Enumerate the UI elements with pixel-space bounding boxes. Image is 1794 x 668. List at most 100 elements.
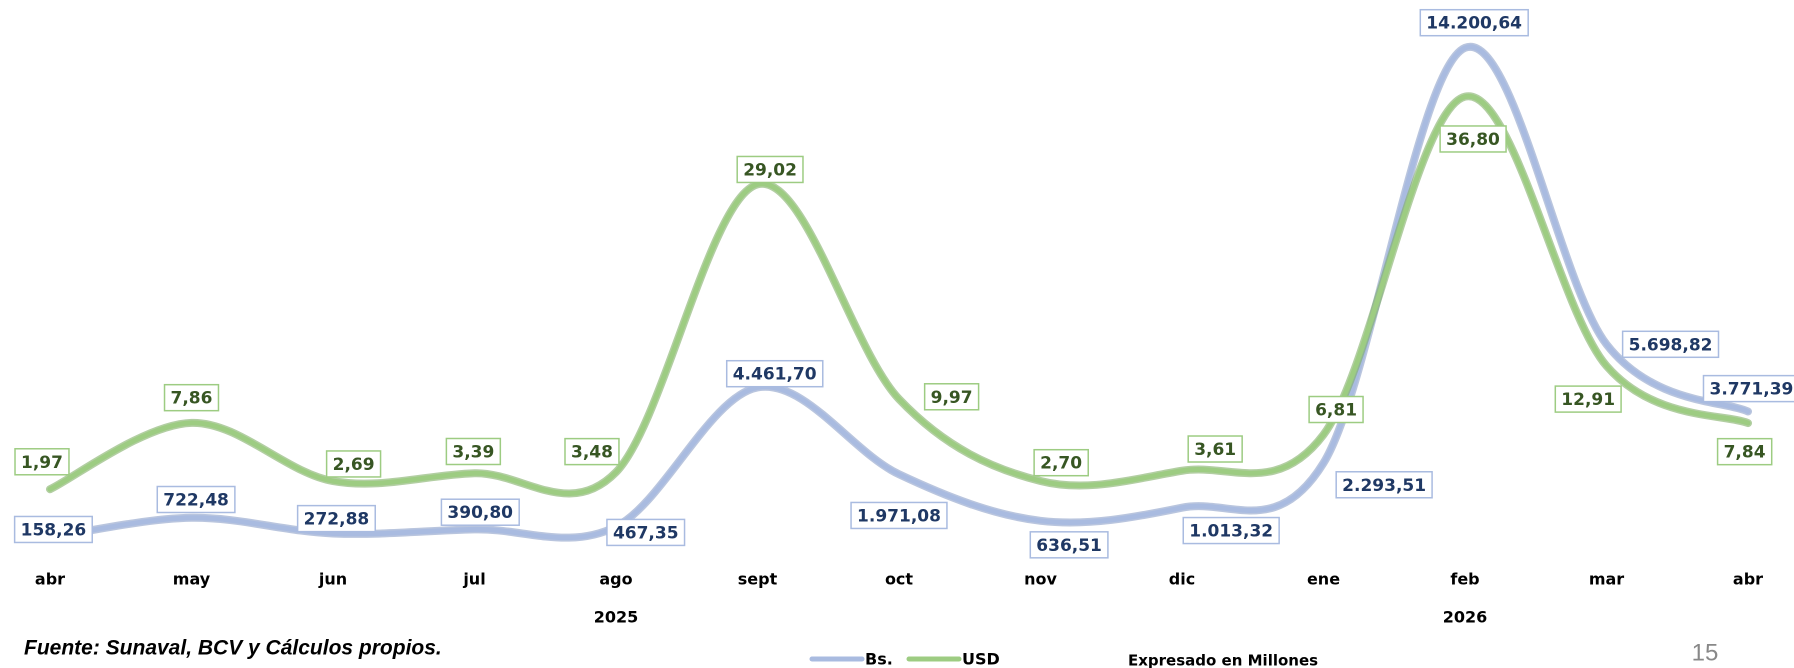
lines (46, 42, 1752, 542)
data-label-box (1621, 330, 1720, 359)
data-label-box (850, 501, 948, 530)
data-label-box (736, 155, 804, 184)
x-tick-label: jul (462, 570, 485, 589)
data-label-group: 2,70 (1033, 448, 1089, 477)
source: Fuente: Sunaval, BCV y Cálculos propios. (24, 637, 442, 660)
data-label-group: 3,39 (445, 437, 502, 466)
data-label-group: 29,02 (736, 155, 804, 184)
x-tick-label: may (173, 570, 211, 589)
x-tick-label: jun (318, 570, 347, 589)
data-label-group: 636,51 (1029, 531, 1109, 559)
data-label: 158,26 (21, 520, 87, 540)
data-label-group: 2,69 (325, 450, 382, 478)
year-label: 2025 (594, 608, 639, 627)
data-label-group: 1,97 (14, 448, 70, 476)
data-label-group: 158,26 (13, 515, 93, 544)
x-tick-label: feb (1450, 570, 1479, 589)
data-label-box (445, 437, 502, 466)
data-label-group: 4.461,70 (725, 359, 824, 388)
data-label: 722,48 (163, 491, 229, 511)
data-label-box (14, 448, 70, 476)
data-label: 7,84 (1724, 443, 1766, 463)
data-label-group: 1.013,32 (1182, 516, 1280, 545)
data-label-box (923, 383, 980, 411)
data-label: 1,97 (21, 453, 63, 473)
data-label-box (1716, 437, 1773, 466)
data-label-group: 12,91 (1554, 385, 1622, 413)
data-label-box (1439, 125, 1507, 153)
data-label: 390,80 (447, 503, 513, 523)
data-label: 3,39 (452, 442, 494, 462)
note: Expresado en Millones (1128, 652, 1318, 668)
data-label-group: 1.971,08 (850, 501, 948, 530)
data-label-box (1182, 516, 1280, 545)
x-tick-label: ago (599, 570, 632, 589)
data-label: 636,51 (1036, 536, 1102, 556)
x-tick-label: sept (738, 570, 778, 589)
data-label: 3.771,39 (1709, 380, 1793, 400)
data-label-group: 390,80 (440, 498, 520, 526)
legend-label: Bs. (865, 650, 893, 668)
data-label-box (564, 437, 620, 466)
x-tick-label: oct (885, 570, 913, 589)
data-label-box (325, 450, 382, 478)
data-label-box (1702, 374, 1794, 403)
data-label: 14.200,64 (1426, 14, 1522, 34)
year-label: 2026 (1443, 608, 1488, 627)
data-label: 467,35 (613, 523, 679, 543)
line-shadow (46, 92, 1752, 498)
data-label-group: 7,86 (163, 383, 220, 412)
data-label: 1.013,32 (1189, 522, 1273, 542)
data-label-group: 272,88 (296, 504, 376, 533)
data-label-group: 9,97 (923, 383, 980, 411)
data-label-group: 5.698,82 (1621, 330, 1720, 359)
series-line (47, 44, 1751, 541)
data-label-box (440, 498, 520, 526)
data-label: 1.971,08 (857, 506, 941, 526)
data-label: 4.461,70 (733, 365, 817, 385)
data-label-box (1029, 531, 1109, 559)
data-label-group: 3,61 (1187, 435, 1243, 463)
data-label-group: 3,48 (564, 437, 620, 466)
data-label-group: 2.293,51 (1335, 471, 1433, 499)
data-label-box (1335, 471, 1433, 499)
data-label-box (1187, 435, 1243, 463)
data-label-box (13, 515, 93, 544)
data-label-group: 3.771,39 (1702, 374, 1794, 403)
data-label-group: 467,35 (606, 518, 686, 547)
data-label-box (1554, 385, 1622, 413)
data-label: 2,69 (333, 455, 375, 475)
data-label-group: 14.200,64 (1419, 8, 1529, 37)
data-label-group: 36,80 (1439, 125, 1507, 153)
series-line (47, 94, 1751, 496)
data-label-box (1033, 448, 1089, 477)
data-label: 272,88 (304, 510, 370, 530)
data-label: 7,86 (171, 389, 213, 409)
data-label-group: 722,48 (156, 485, 236, 514)
data-label-box (606, 518, 686, 547)
data-label-box (1308, 395, 1364, 424)
data-label: 36,80 (1446, 130, 1500, 150)
data-label: 3,61 (1194, 440, 1236, 460)
data-label: 5.698,82 (1629, 335, 1713, 355)
data-label-group: 7,84 (1716, 437, 1773, 466)
labels: 158,26 722,48 272,88 390,80 467,35 4.461,70 1.… (13, 8, 1794, 559)
data-label-group: 6,81 (1308, 395, 1364, 424)
data-label: 2,70 (1040, 454, 1082, 474)
data-label-box (725, 359, 824, 388)
data-label: 2.293,51 (1342, 476, 1426, 496)
data-label: 29,02 (743, 160, 797, 180)
data-label: 9,97 (931, 388, 973, 408)
data-label: 6,81 (1315, 401, 1357, 421)
data-label-box (156, 485, 236, 514)
legend-label: USD (962, 650, 1000, 668)
x-tick-label: dic (1169, 570, 1195, 589)
data-label-box (163, 383, 220, 412)
data-label: 3,48 (571, 443, 613, 463)
data-label-box (296, 504, 376, 533)
x-tick-label: mar (1589, 570, 1624, 589)
data-label-box (1419, 8, 1529, 37)
x-tick-label: abr (1733, 570, 1763, 589)
x-tick-label: nov (1024, 570, 1057, 589)
